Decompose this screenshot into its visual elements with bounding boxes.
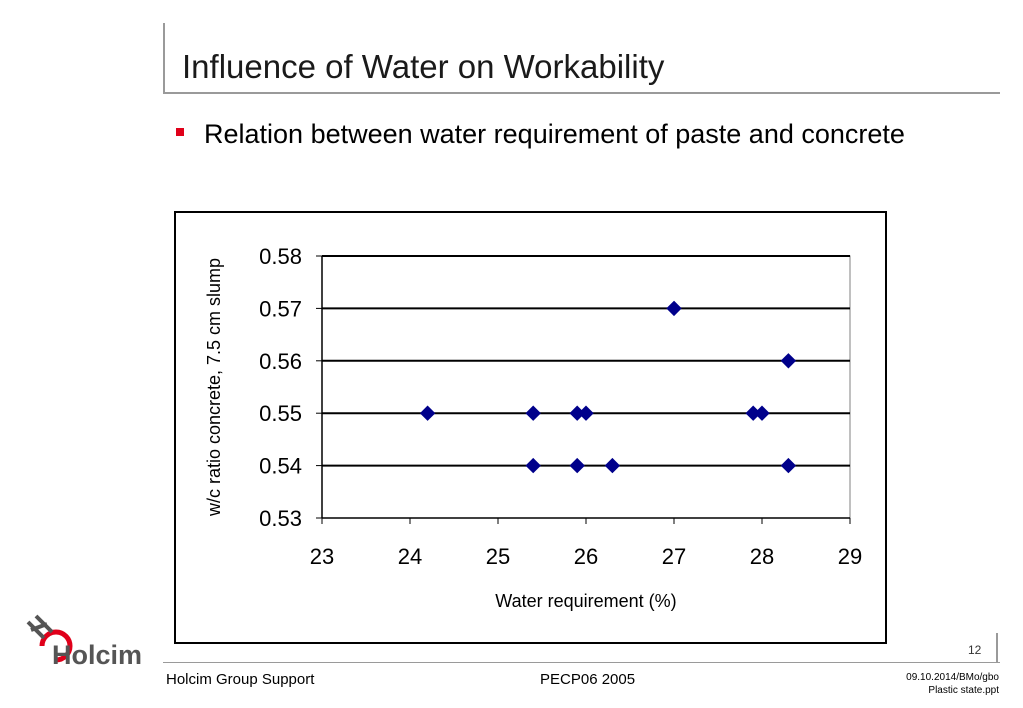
x-tick-label: 26 [574, 544, 598, 569]
scatter-chart: 0.58 0.57 0.56 0.55 0.54 0.53 23 24 25 26 27 28 29 W… [204, 244, 862, 611]
footer-right-text: 09.10.2014/BMo/gbo Plastic state.ppt [906, 671, 999, 697]
holcim-h-icon [26, 614, 73, 663]
bullet-marker [176, 128, 184, 136]
y-tick-label: 0.55 [259, 401, 302, 426]
y-tick-label: 0.53 [259, 506, 302, 531]
axes [316, 255, 851, 524]
x-tick-label: 27 [662, 544, 686, 569]
data-point [666, 300, 682, 317]
page-number-rule [996, 633, 998, 663]
data-point [578, 405, 594, 421]
y-tick-label: 0.56 [259, 349, 302, 374]
x-tick-label: 29 [838, 544, 862, 569]
plot-area [321, 255, 851, 519]
x-tick-label: 23 [310, 544, 334, 569]
y-tick-label: 0.54 [259, 454, 302, 479]
y-tick-label: 0.57 [259, 296, 302, 321]
data-point [419, 405, 436, 421]
title-vertical-rule [163, 23, 165, 93]
page-number: 12 [968, 643, 982, 657]
holcim-logo [20, 612, 150, 674]
data-point [525, 405, 541, 421]
data-points [419, 300, 797, 474]
data-point [604, 457, 621, 474]
y-tick-label: 0.58 [259, 244, 302, 269]
tick-labels: 0.58 0.57 0.56 0.55 0.54 0.53 23 24 25 26 27 28 29 [259, 244, 862, 569]
data-point [525, 457, 541, 474]
x-axis-label: Water requirement (%) [495, 591, 676, 611]
footer-center-text: PECP06 2005 [540, 671, 636, 688]
data-point [569, 457, 585, 474]
x-tick-label: 24 [398, 544, 422, 569]
slide-title: Influence of Water on Workability [182, 48, 665, 85]
x-tick-label: 28 [750, 544, 774, 569]
chart-frame: 0.58 0.57 0.56 0.55 0.54 0.53 23 24 25 26 27 28 29 W… [174, 211, 887, 644]
footer-file-line: Plastic state.ppt [928, 685, 999, 696]
data-point [780, 457, 797, 474]
bullet-text: Relation between water requirement of pa… [204, 119, 905, 149]
data-point [754, 405, 770, 421]
x-tick-label: 25 [486, 544, 510, 569]
logo-text: Holcim [52, 640, 143, 670]
footer-date-line: 09.10.2014/BMo/gbo [906, 672, 999, 683]
data-point [780, 353, 797, 369]
title-horizontal-rule [163, 92, 1000, 94]
footer-rule [163, 662, 1000, 663]
y-axis-label: w/c ratio concrete, 7.5 cm slump [204, 258, 224, 517]
footer-left-text: Holcim Group Support [166, 671, 315, 688]
